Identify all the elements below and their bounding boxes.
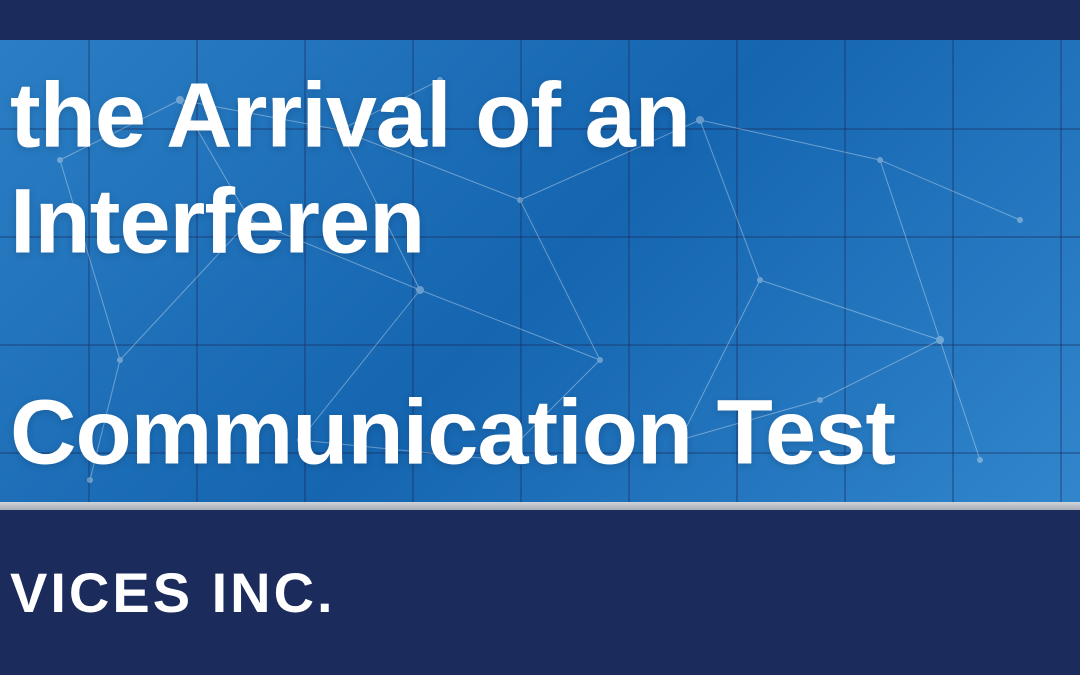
headline-line-2: Communication Test — [10, 381, 1070, 487]
footer-company-text: VICES INC. — [10, 560, 336, 625]
top-border — [0, 0, 1080, 40]
hero-accent-bar — [0, 502, 1080, 510]
footer-panel: VICES INC. — [0, 510, 1080, 675]
headline: the Arrival of an Interferen Communicati… — [0, 40, 1080, 510]
banner-root: the Arrival of an Interferen Communicati… — [0, 0, 1080, 675]
headline-line-1: the Arrival of an Interferen — [10, 63, 1070, 275]
hero-panel: the Arrival of an Interferen Communicati… — [0, 40, 1080, 510]
